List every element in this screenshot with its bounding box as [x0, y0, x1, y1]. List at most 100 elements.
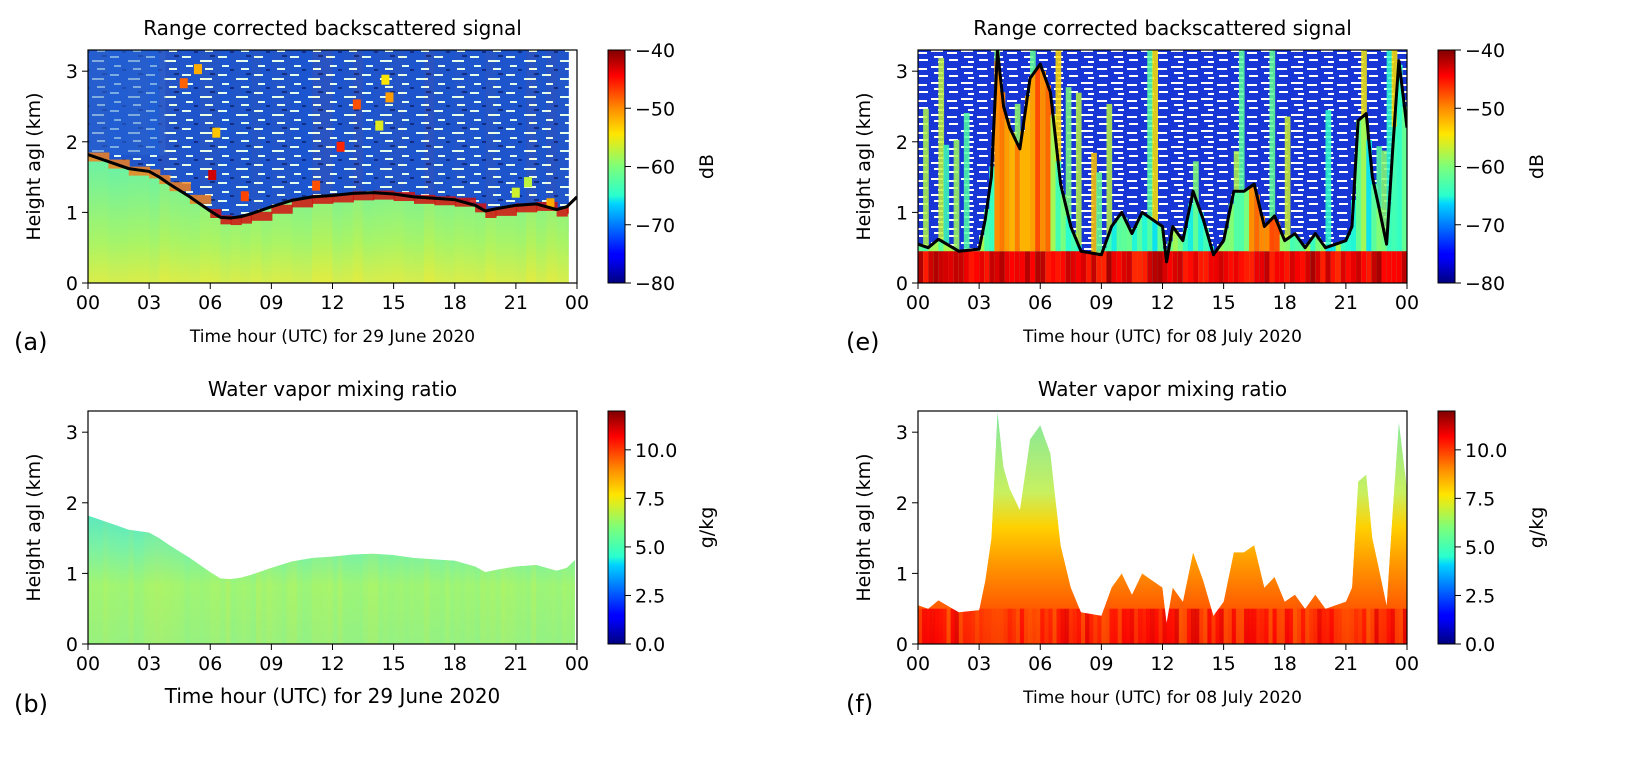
column-surface	[1350, 251, 1357, 283]
colorbar-tick-label: 10.0	[635, 440, 677, 462]
streak	[515, 50, 527, 283]
column-surface	[1111, 251, 1118, 283]
cloud-column	[1376, 146, 1383, 208]
surface-moisture	[938, 608, 943, 644]
chart-title: Water vapor mixing ratio	[1038, 377, 1287, 401]
x-tick-label: 03	[137, 292, 161, 314]
column-surface	[1131, 251, 1138, 283]
surface-moisture	[1158, 608, 1163, 644]
colorbar-tick-label: 2.5	[1465, 585, 1495, 607]
surface-moisture	[970, 608, 976, 644]
column-surface	[1152, 251, 1159, 283]
cloud-column	[1096, 172, 1102, 255]
surface-moisture	[991, 608, 996, 644]
surface-moisture	[1280, 608, 1286, 644]
streak	[179, 50, 190, 283]
column-surface	[968, 251, 975, 283]
column-low	[1376, 207, 1383, 283]
cloud-column	[1381, 150, 1388, 233]
plot-area	[88, 411, 577, 644]
surface-moisture	[966, 608, 972, 644]
column-low	[1361, 115, 1367, 283]
cloud-column	[1269, 50, 1276, 219]
cloud-column	[1106, 103, 1113, 234]
panel-label: (a)	[14, 328, 47, 356]
column-plume	[1040, 71, 1046, 252]
streak	[138, 50, 150, 283]
x-tick-label: 21	[504, 653, 528, 675]
column-surface	[1340, 251, 1347, 283]
surface-moisture	[1317, 608, 1322, 644]
colorbar: 10.0 7.5 5.0 2.5 0.0 g/kg	[1437, 410, 1548, 656]
column-surface	[1305, 251, 1311, 283]
streak	[332, 50, 343, 283]
surface-moisture	[1203, 608, 1208, 644]
streak	[251, 50, 262, 283]
early-blue	[88, 50, 166, 155]
y-tick-label: 0	[66, 273, 78, 295]
surface-moisture	[1174, 608, 1180, 644]
column-surface	[1121, 251, 1128, 283]
surface-moisture	[1219, 608, 1225, 644]
surface-moisture	[999, 608, 1005, 644]
column-surface	[1244, 251, 1250, 283]
surface-moisture	[1097, 608, 1102, 644]
surface-moisture	[1362, 608, 1367, 644]
x-tick-label: 06	[1028, 292, 1052, 314]
surface-moisture	[1036, 608, 1041, 644]
colorbar: 10.0 7.5 5.0 2.5 0.0 g/kg	[607, 410, 718, 656]
streak	[403, 50, 414, 283]
colorbar: −40 −50 −60 −70 −80 dB	[607, 40, 718, 295]
surface-moisture	[1032, 608, 1037, 644]
column-low	[1401, 106, 1407, 283]
column-plume	[1014, 143, 1021, 252]
x-tick-label: 09	[259, 292, 283, 314]
column-surface	[1106, 251, 1113, 283]
surface-moisture	[1231, 608, 1237, 644]
column-surface	[1274, 251, 1281, 283]
column-surface	[1391, 251, 1398, 283]
surface-moisture	[1023, 608, 1029, 644]
column-plume	[1024, 95, 1031, 252]
column-surface	[1086, 251, 1092, 283]
cloud-speck	[240, 191, 249, 202]
surface-moisture	[1186, 608, 1192, 644]
surface-moisture	[1138, 608, 1143, 644]
colorbar-tick-label: −80	[635, 273, 675, 295]
column-low	[1193, 198, 1199, 283]
x-tick-label: 00	[565, 653, 589, 675]
column-surface	[1325, 251, 1332, 283]
surface-moisture	[1003, 608, 1009, 644]
column-surface	[1116, 251, 1123, 283]
surface-moisture	[1178, 608, 1184, 644]
column-surface	[953, 251, 960, 283]
column-surface	[1376, 251, 1383, 283]
column-surface	[958, 251, 965, 283]
streak	[363, 50, 374, 283]
y-axis-label: Height agl (km)	[853, 453, 875, 601]
streak	[434, 50, 445, 283]
surface-moisture	[1390, 608, 1396, 644]
colorbar-tick-label: 0.0	[1465, 634, 1495, 656]
surface-moisture	[942, 608, 948, 644]
colorbar-tick-label: −40	[1465, 40, 1505, 62]
surface-moisture	[1252, 608, 1257, 644]
y-tick-label: 3	[66, 422, 78, 444]
surface-moisture	[922, 608, 927, 644]
column-surface	[1294, 251, 1301, 283]
streak	[230, 50, 241, 283]
column-surface	[1065, 251, 1072, 283]
x-tick-label: 09	[1089, 653, 1113, 675]
cloud-column	[953, 139, 960, 250]
column-surface	[1030, 251, 1036, 283]
column-plume	[999, 92, 1006, 252]
surface-moisture	[1292, 608, 1298, 644]
cloud-speck	[352, 99, 361, 110]
x-tick-label: 03	[967, 653, 991, 675]
surface-moisture	[1015, 608, 1021, 644]
surface-moisture	[1199, 608, 1204, 644]
streak	[373, 50, 384, 283]
x-tick-label: 15	[1212, 292, 1236, 314]
